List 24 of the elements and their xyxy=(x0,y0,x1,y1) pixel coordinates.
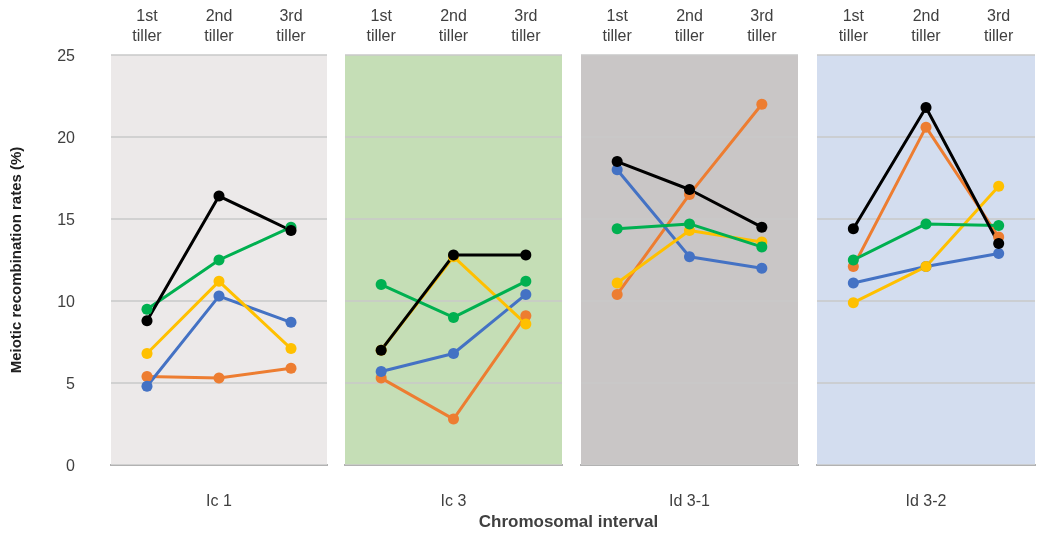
x-tick-label: 2nd tiller xyxy=(674,6,705,44)
x-axis-title: Ic 3 xyxy=(440,491,467,509)
x-axis-title: Ic 1 xyxy=(206,491,232,509)
y-tick-label: 15 xyxy=(57,210,76,228)
x-tick-label: 2nd tiller xyxy=(204,6,235,44)
x-tick-label: 3rd tiller xyxy=(747,6,778,44)
x-tick-label: 3rd tiller xyxy=(983,6,1014,44)
x-tick-label: 1st tiller xyxy=(132,6,163,44)
text: Chromosomal interval xyxy=(477,512,660,532)
x-tick-label: 2nd tiller xyxy=(911,6,942,44)
x-tick-label: 1st tiller xyxy=(838,6,869,44)
x-tick-label: 1st tiller xyxy=(602,6,633,44)
y-tick-label: 20 xyxy=(57,128,76,146)
x-tick-label: 2nd tiller xyxy=(438,6,469,44)
x-tick-label: 3rd tiller xyxy=(276,6,307,44)
y-tick-label: 5 xyxy=(66,374,76,392)
y-axis-title: Meiotic recombination rates (%) xyxy=(7,146,24,374)
y-tick-label: 25 xyxy=(57,46,76,64)
y-tick-label: 10 xyxy=(57,292,76,310)
x-tick-label: 1st tiller xyxy=(366,6,397,44)
x-axis-title: Id 3-1 xyxy=(669,491,711,509)
x-tick-label: 3rd tiller xyxy=(511,6,542,44)
x-axis-title: Id 3-2 xyxy=(905,491,947,509)
y-tick-label: 0 xyxy=(66,456,76,474)
